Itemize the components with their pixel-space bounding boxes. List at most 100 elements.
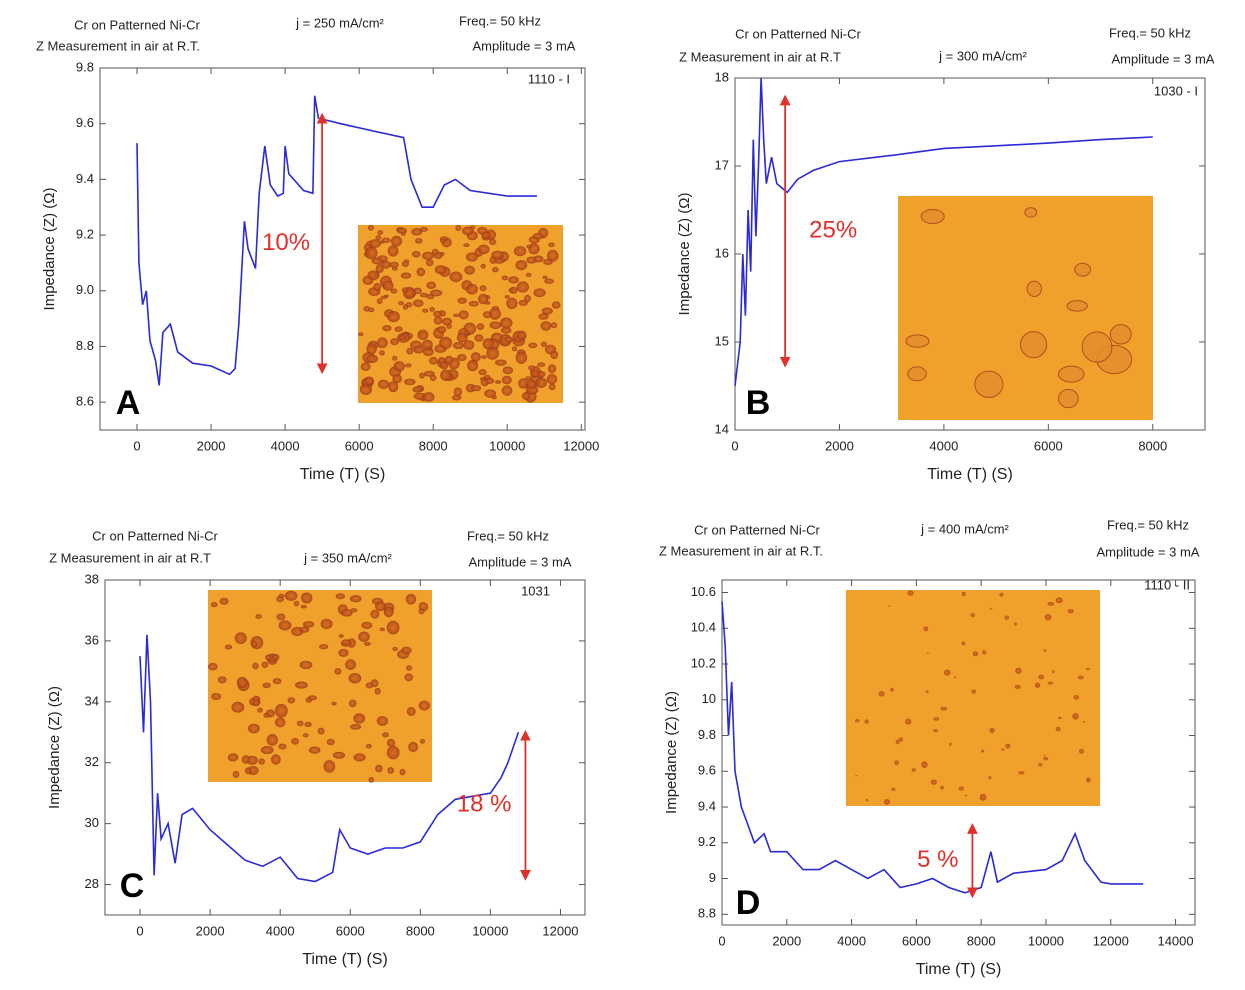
y-tick-label: 9.4 — [698, 798, 716, 813]
inset-grain — [980, 749, 985, 753]
inset-grain — [516, 330, 527, 341]
inset-grain — [400, 231, 406, 236]
current-density: j = 400 mA/cm² — [920, 521, 1009, 536]
inset-grain — [1058, 388, 1079, 409]
inset-grain — [971, 689, 976, 694]
inset-grain — [406, 665, 413, 671]
inset-grain — [392, 355, 398, 361]
inset-grain — [898, 737, 904, 742]
inset-grain — [440, 361, 449, 370]
inset-grain — [317, 727, 325, 735]
inset-grain — [405, 593, 417, 605]
inset-grain — [381, 237, 391, 243]
panel-letter: B — [746, 384, 771, 422]
inset-grain — [375, 764, 383, 773]
inset-grain — [923, 626, 929, 632]
inset-grain — [940, 706, 948, 711]
inset-grain — [999, 592, 1004, 597]
inset-grain — [417, 329, 429, 341]
inset-grain — [920, 208, 945, 224]
inset-grain — [367, 224, 374, 231]
inset-grain — [278, 743, 287, 750]
inset-grain — [260, 745, 274, 755]
inset-grain — [433, 310, 443, 318]
inset-grain — [972, 651, 979, 657]
inset-grain — [905, 718, 912, 725]
inset-grain — [304, 721, 312, 728]
inset-grain — [412, 299, 424, 308]
x-tick-label: 4000 — [271, 438, 300, 453]
x-tick-label: 12000 — [1093, 933, 1129, 948]
inset-grain — [408, 741, 419, 753]
title-line: Z Measurement in air at R.T — [679, 49, 841, 64]
x-tick-label: 10000 — [1028, 933, 1064, 948]
inset-grain — [413, 345, 424, 354]
inset-grain — [1057, 365, 1085, 383]
inset-grain — [412, 386, 423, 393]
inset-grain — [526, 256, 537, 264]
inset-grain — [495, 380, 502, 384]
inset-grain — [513, 246, 527, 257]
y-tick-label: 10 — [702, 691, 716, 706]
inset-grain — [338, 634, 344, 638]
inset-grain — [361, 621, 373, 630]
inset-grain — [890, 687, 894, 692]
inset-grain — [345, 659, 357, 670]
inset-grain — [1072, 713, 1079, 720]
inset-grain — [500, 317, 513, 329]
inset-grain — [398, 301, 405, 306]
inset-grain — [299, 660, 313, 670]
inset-grain — [251, 640, 258, 648]
inset-grain — [542, 275, 548, 280]
inset-grain — [392, 374, 402, 384]
x-tick-label: 0 — [133, 438, 140, 453]
inset-grain — [958, 786, 964, 791]
amplitude: Amplitude = 3 mA — [473, 38, 576, 53]
inset-grain — [411, 250, 421, 258]
x-tick-label: 0 — [136, 923, 143, 938]
inset-grain — [894, 760, 900, 766]
title-line: Z Measurement in air at R.T — [49, 550, 211, 565]
y-tick-label: 9.6 — [76, 115, 94, 130]
percent-label: 18 % — [457, 791, 512, 818]
amplitude: Amplitude = 3 mA — [469, 554, 572, 569]
inset-grain — [368, 776, 374, 783]
inset-grain — [474, 334, 484, 342]
x-axis-title: Time (T) (S) — [916, 961, 1002, 978]
inset-grain — [895, 739, 900, 745]
inset-grain — [1058, 716, 1062, 720]
inset-grain — [387, 767, 395, 774]
panel-letter: D — [736, 884, 761, 922]
y-tick-label: 10.6 — [691, 584, 716, 599]
inset-grain — [207, 662, 218, 671]
x-tick-label: 2000 — [825, 438, 854, 453]
y-tick-label: 28 — [85, 876, 99, 891]
inset-grain — [244, 767, 252, 775]
inset-grain — [338, 648, 349, 657]
inset-grain — [219, 597, 229, 605]
inset-grain — [390, 338, 399, 346]
inset-grain — [855, 719, 860, 723]
x-axis-title: Time (T) (S) — [300, 466, 386, 483]
inset-grain — [433, 316, 443, 325]
inset-grain — [308, 746, 321, 754]
x-tick-label: 2000 — [197, 438, 226, 453]
inset-grain — [390, 288, 398, 294]
inset-grain — [272, 654, 280, 661]
percent-label: 5 % — [917, 846, 958, 873]
sample-id: 1030 - I — [1154, 83, 1198, 98]
inset-grain — [368, 307, 375, 313]
inset-grain — [491, 306, 500, 311]
inset-grain — [495, 359, 507, 366]
panel-letter: C — [120, 867, 145, 905]
inset-grain — [386, 745, 400, 760]
inset-grain — [467, 359, 479, 372]
inset-grain — [533, 288, 546, 298]
inset-grain — [548, 383, 556, 391]
inset-grain — [340, 608, 353, 617]
inset-grain — [441, 317, 453, 326]
inset-grain — [375, 235, 382, 241]
inset-grain — [504, 336, 513, 343]
inset-grain — [364, 246, 378, 260]
inset-grain — [416, 267, 426, 277]
